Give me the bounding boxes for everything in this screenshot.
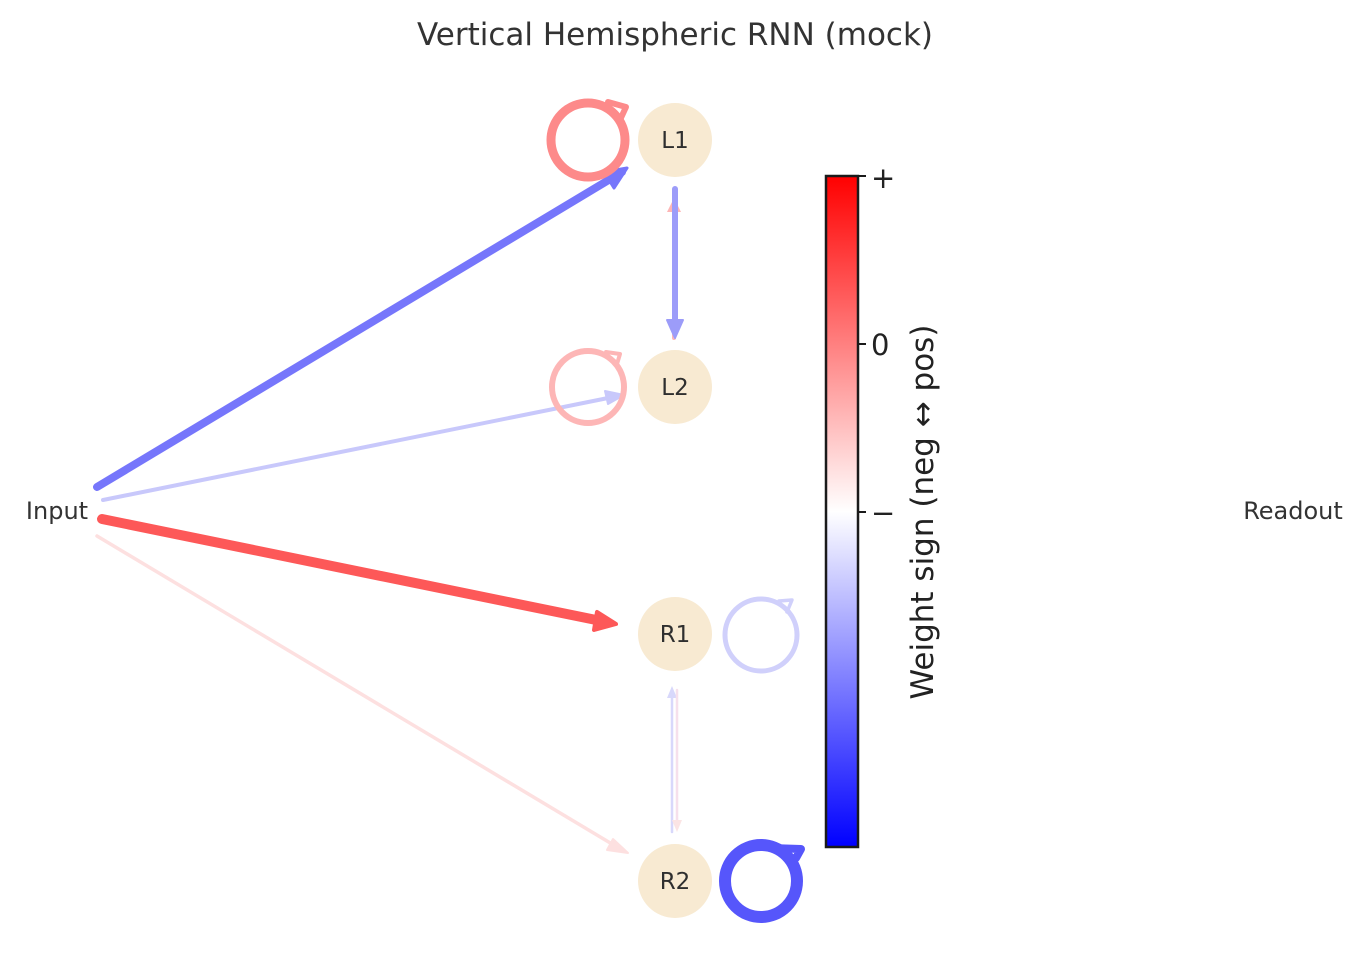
colorbar-gradient xyxy=(824,174,860,849)
readout-label: Readout xyxy=(1243,497,1343,525)
self-loop-l1 xyxy=(546,98,630,182)
colorbar-tick-plus: + xyxy=(871,161,895,195)
node-r2-label: R2 xyxy=(660,869,691,895)
node-l2-circle xyxy=(638,350,712,424)
colorbar-label: Weight sign (neg ↔ pos) xyxy=(905,325,941,700)
colorbar-tick-zero: 0 xyxy=(871,328,889,362)
edge-input-r2 xyxy=(95,534,629,854)
node-l1-label: L1 xyxy=(661,128,688,154)
node-r2-circle xyxy=(638,844,712,918)
node-r2: R2 xyxy=(638,844,712,918)
self-loop-r1 xyxy=(722,596,800,674)
self-loop-l2 xyxy=(549,348,627,426)
colorbar-tick-minus: − xyxy=(871,496,895,530)
node-r1-label: R1 xyxy=(660,622,691,648)
node-r1: R1 xyxy=(638,597,712,671)
edge-input-l1 xyxy=(93,166,629,491)
edge-input-r1 xyxy=(97,514,618,632)
diagram-title: Vertical Hemispheric RNN (mock) xyxy=(417,17,933,53)
node-l1: L1 xyxy=(638,103,712,177)
node-r1-circle xyxy=(638,597,712,671)
edge-input-l2 xyxy=(101,390,625,502)
node-l2-label: L2 xyxy=(661,375,688,401)
node-l2: L2 xyxy=(638,350,712,424)
edge-l1-l2 xyxy=(666,186,684,340)
edge-r1-r2 xyxy=(667,686,682,834)
node-l1-circle xyxy=(638,103,712,177)
colorbar: + 0 − Weight sign (neg ↔ pos) xyxy=(824,161,941,849)
input-label: Input xyxy=(26,497,88,525)
self-loop-r2 xyxy=(719,839,805,923)
input-edges xyxy=(93,166,629,854)
